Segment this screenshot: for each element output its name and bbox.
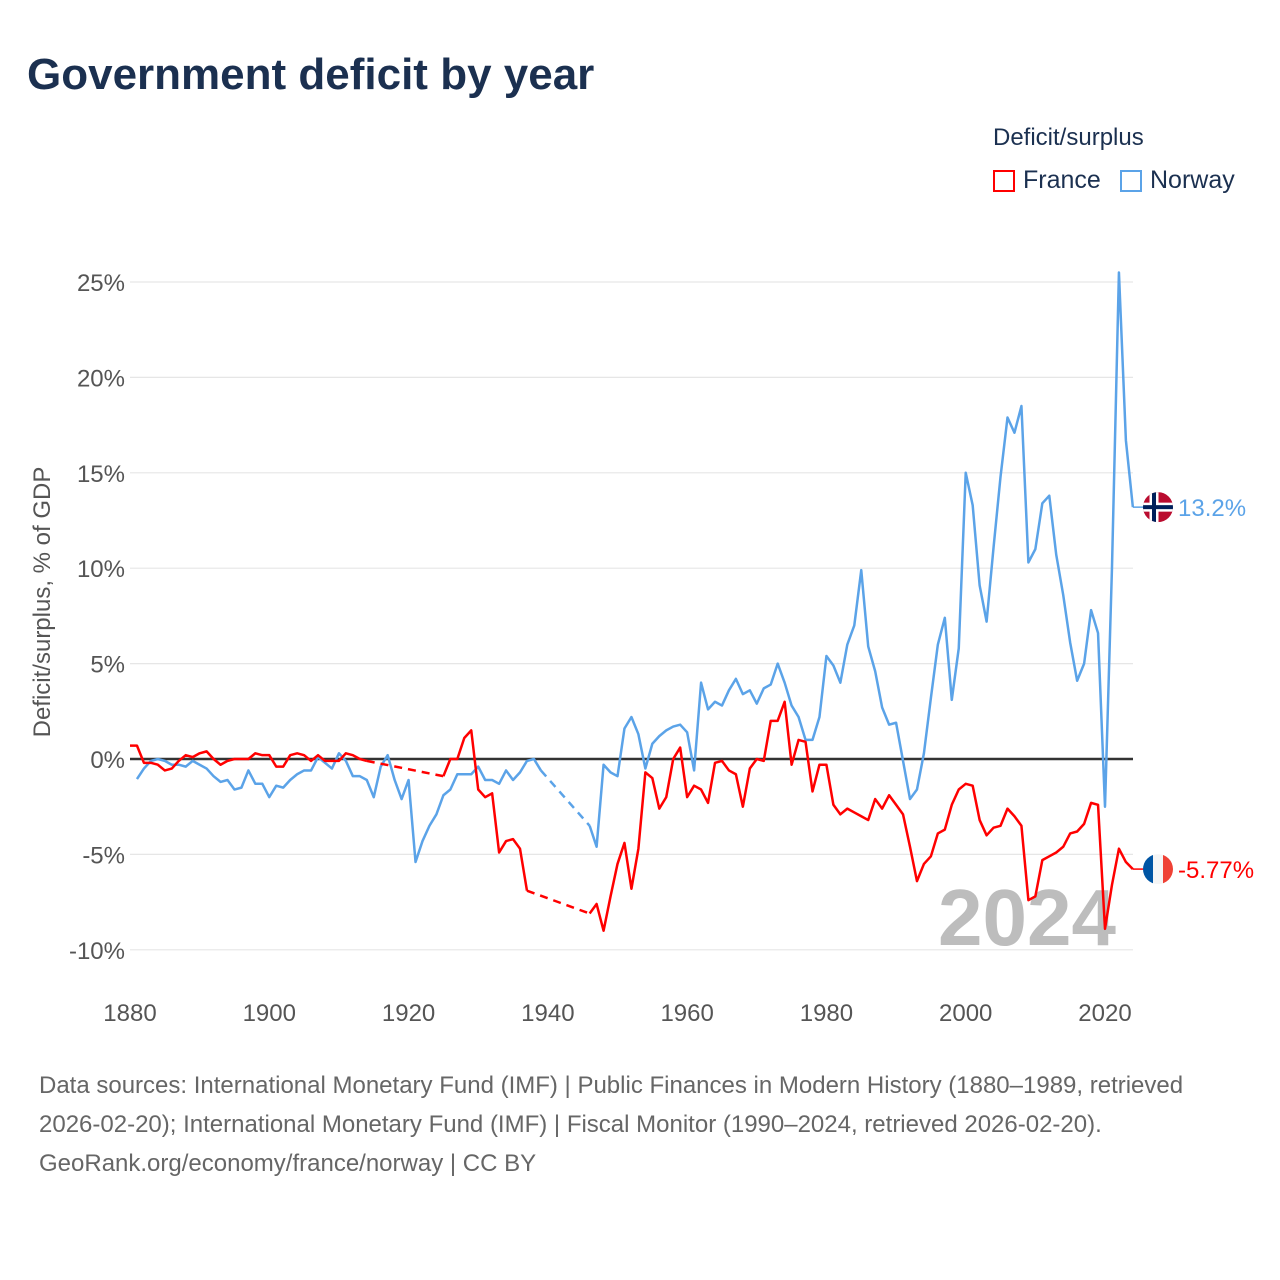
france-series-line <box>588 700 1134 932</box>
x-tick-label: 1920 <box>382 1000 435 1027</box>
legend-title: Deficit/surplus <box>993 124 1144 151</box>
france-series-line <box>442 729 529 891</box>
footer: Data sources: International Monetary Fun… <box>39 1066 1239 1183</box>
y-tick-label: 10% <box>77 556 125 583</box>
legend-item-france[interactable]: France <box>993 166 1101 195</box>
x-tick-label: 1980 <box>800 1000 853 1027</box>
norway-gap-dashed-line <box>539 769 591 827</box>
france-flag-icon <box>1143 854 1173 885</box>
legend-swatch-norway <box>1120 169 1142 192</box>
y-tick-label: 0% <box>90 747 125 774</box>
legend-swatch-france <box>993 169 1015 192</box>
norway-end-value-label: 13.2% <box>1178 495 1246 522</box>
x-tick-label: 1900 <box>243 1000 296 1027</box>
y-axis-label: Deficit/surplus, % of GDP <box>29 467 56 738</box>
x-tick-label: 1960 <box>660 1000 713 1027</box>
norway-series-line <box>135 752 542 864</box>
y-tick-label: 20% <box>77 365 125 392</box>
chart-title: Government deficit by year <box>27 50 595 99</box>
legend-label-france: France <box>1023 166 1101 194</box>
credit-link[interactable]: GeoRank.org/economy/france/norway | CC B… <box>39 1150 537 1177</box>
y-tick-label: -5% <box>82 842 125 869</box>
y-tick-label: 25% <box>77 270 125 297</box>
x-tick-label: 2000 <box>939 1000 992 1027</box>
y-tick-label: 5% <box>90 652 125 679</box>
legend-label-norway: Norway <box>1150 166 1235 194</box>
y-tick-label: 15% <box>77 461 125 488</box>
france-series-line <box>130 744 368 772</box>
x-tick-label: 2020 <box>1078 1000 1131 1027</box>
x-tick-label: 1940 <box>521 1000 574 1027</box>
france-gap-dashed-line <box>526 889 591 915</box>
legend-item-norway[interactable]: Norway <box>1120 166 1235 195</box>
y-tick-label: -10% <box>69 938 125 965</box>
france-end-value-label: -5.77% <box>1178 857 1254 884</box>
norway-flag-icon <box>1143 492 1173 523</box>
data-sources: Data sources: International Monetary Fun… <box>39 1072 1184 1138</box>
x-tick-label: 1880 <box>103 1000 156 1027</box>
norway-series-line <box>588 271 1135 849</box>
